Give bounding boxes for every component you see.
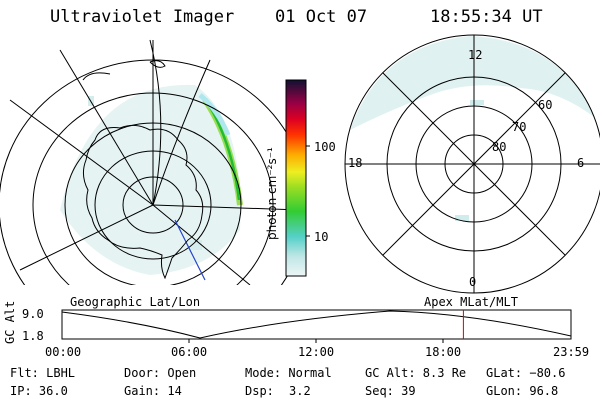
timeline-ytick-top: 9.0	[22, 307, 44, 321]
info-flt: Flt: LBHL	[10, 366, 76, 380]
mlt-label-18: 18	[348, 156, 363, 170]
timeline-xtick-2359: 23:59	[553, 345, 590, 359]
colorbar-tick-100: 100	[314, 140, 336, 154]
colorbar	[285, 79, 310, 277]
info-dsp-label: Dsp:	[245, 384, 274, 398]
info-seq: Seq: 39	[365, 384, 416, 398]
right-map-caption: Apex MLat/MLT	[424, 295, 518, 309]
mlat-label-70: 70	[512, 120, 527, 134]
mlat-label-80: 80	[492, 140, 507, 154]
left-map-caption: Geographic Lat/Lon	[70, 295, 201, 309]
info-ip: IP: 36.0	[10, 384, 68, 398]
header-time: 18:55:34 UT	[430, 7, 543, 27]
info-gain: Gain: 14	[124, 384, 182, 398]
antarctica-coastline	[82, 124, 204, 280]
app-title: Ultraviolet Imager	[50, 7, 235, 27]
timeline-xtick-1800: 18:00	[425, 345, 462, 359]
info-dsp-value: 3.2	[289, 384, 311, 398]
timeline-xtick-0600: 06:00	[171, 345, 208, 359]
timeline-ytick-bottom: 1.8	[22, 329, 44, 343]
info-mode: Mode: Normal	[245, 366, 332, 380]
header-date: 01 Oct 07	[275, 7, 368, 27]
altitude-curve	[61, 310, 572, 339]
timeline-xtick-1200: 12:00	[298, 345, 335, 359]
mlat-label-60: 60	[538, 98, 553, 112]
info-door: Door: Open	[124, 366, 197, 380]
mlt-label-6: 6	[577, 156, 585, 170]
uv-coverage-left	[60, 84, 241, 275]
mlt-label-0: 0	[469, 275, 477, 289]
timeline-xtick-0000: 00:00	[45, 345, 82, 359]
info-glon: GLon: 96.8	[486, 384, 559, 398]
info-gc-alt: GC Alt: 8.3 Re	[365, 366, 467, 380]
meridian-lines	[9, 39, 300, 285]
mlt-label-12: 12	[468, 48, 483, 62]
info-glat: GLat: −80.6	[486, 366, 566, 380]
orbit-timeline	[61, 309, 572, 343]
geographic-map	[0, 39, 300, 285]
timeline-ylabel: GC Alt	[3, 300, 17, 344]
mlat-mlt-plot	[344, 34, 600, 294]
colorbar-unit-label: photon cm⁻²s⁻¹	[265, 147, 279, 240]
colorbar-tick-10: 10	[314, 230, 329, 244]
terminator-line	[174, 219, 206, 281]
